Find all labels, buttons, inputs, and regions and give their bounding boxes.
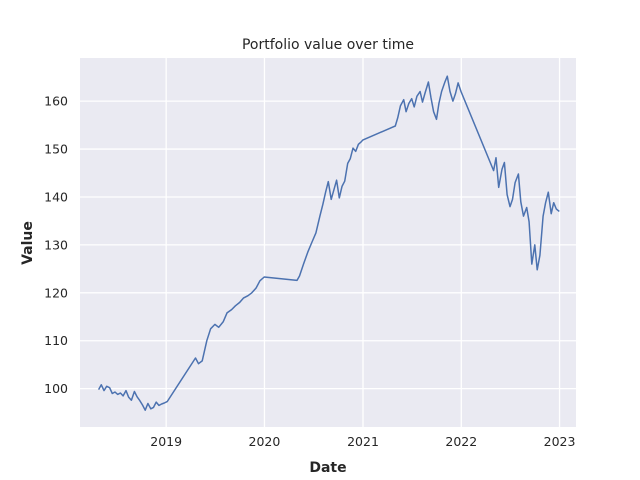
y-tick-label: 150 bbox=[44, 142, 68, 157]
x-grid bbox=[165, 58, 561, 427]
x-tick-label: 2020 bbox=[249, 434, 281, 449]
y-tick-label: 130 bbox=[44, 237, 68, 252]
x-tick-label: 2021 bbox=[347, 434, 379, 449]
x-tick-label: 2023 bbox=[544, 434, 576, 449]
x-tick-labels: 2019 2020 2021 2022 2023 bbox=[150, 434, 575, 449]
plot-background bbox=[80, 58, 576, 427]
y-tick-labels: 100 110 120 130 140 150 160 bbox=[44, 94, 68, 397]
y-tick-label: 120 bbox=[44, 285, 68, 300]
portfolio-value-line bbox=[97, 75, 560, 411]
chart-title: Portfolio value over time bbox=[242, 37, 414, 53]
y-tick-label: 160 bbox=[44, 94, 68, 109]
x-tick-label: 2022 bbox=[445, 434, 477, 449]
x-axis-label: Date bbox=[309, 460, 346, 476]
y-tick-label: 100 bbox=[44, 381, 68, 396]
y-tick-label: 140 bbox=[44, 189, 68, 204]
y-grid bbox=[80, 100, 576, 390]
y-tick-label: 110 bbox=[44, 333, 68, 348]
x-tick-label: 2019 bbox=[150, 434, 182, 449]
y-axis-label: Value bbox=[20, 221, 36, 265]
